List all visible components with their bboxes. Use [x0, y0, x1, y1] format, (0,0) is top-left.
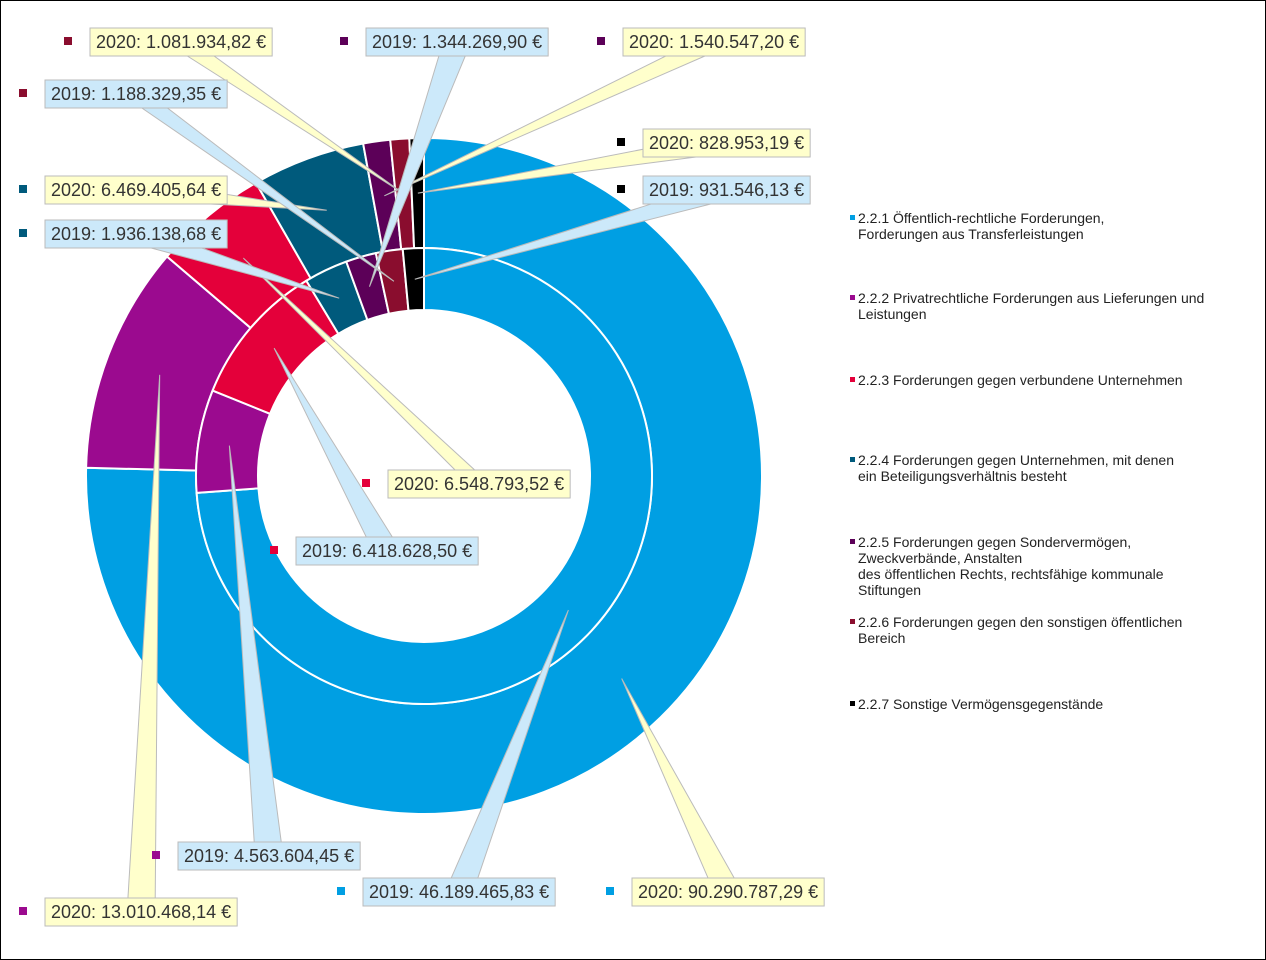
label-box — [44, 897, 238, 927]
label-box — [295, 536, 479, 566]
label-box — [642, 128, 811, 158]
label-marker — [270, 546, 278, 554]
slice — [401, 246, 425, 312]
data-label: 2019: 1.188.329,35 € — [51, 84, 221, 104]
label-marker — [19, 229, 27, 237]
label-marker — [617, 138, 625, 146]
label-box — [177, 841, 361, 871]
label-marker — [19, 89, 27, 97]
legend-label: 2.2.2 Privatrechtliche Forderungen aus L… — [858, 290, 1205, 322]
legend-label: 2.2.7 Sonstige Vermögensgegenstände — [858, 696, 1104, 712]
data-label: 2020: 6.469.405,64 € — [51, 180, 221, 200]
legend-swatch — [850, 619, 855, 624]
label-marker — [362, 479, 370, 487]
data-label: 2019: 1.344.269,90 € — [372, 32, 542, 52]
legend-swatch — [850, 539, 855, 544]
legend-swatch — [850, 295, 855, 300]
data-label: 2019: 4.563.604,45 € — [184, 846, 354, 866]
label-box — [387, 469, 571, 499]
label-box — [44, 219, 228, 249]
data-label: 2019: 931.546,13 € — [649, 180, 804, 200]
label-marker — [340, 37, 348, 45]
legend-swatch — [850, 377, 855, 382]
legend-label: 2.2.3 Forderungen gegen verbundene Unter… — [858, 372, 1183, 388]
label-box — [362, 877, 556, 907]
label-marker — [337, 887, 345, 895]
label-box — [622, 27, 806, 57]
data-label: 2020: 1.081.934,82 € — [96, 32, 266, 52]
data-label: 2019: 46.189.465,83 € — [369, 882, 549, 902]
label-marker — [606, 887, 614, 895]
legend-label: 2.2.6 Forderungen gegen den sonstigen öf… — [858, 614, 1183, 646]
legend-swatch — [850, 215, 855, 220]
data-label: 2019: 6.418.628,50 € — [302, 541, 472, 561]
label-marker — [19, 185, 27, 193]
data-label: 2020: 828.953,19 € — [649, 133, 804, 153]
label-marker — [64, 37, 72, 45]
label-marker — [19, 907, 27, 915]
data-label: 2020: 13.010.468,14 € — [51, 902, 231, 922]
data-label: 2020: 1.540.547,20 € — [629, 32, 799, 52]
label-box — [44, 79, 228, 109]
label-box — [642, 175, 811, 205]
label-box — [44, 175, 228, 205]
label-box — [89, 27, 273, 57]
legend-swatch — [850, 457, 855, 462]
legend-swatch — [850, 701, 855, 706]
data-label: 2019: 1.936.138,68 € — [51, 224, 221, 244]
slice — [195, 246, 653, 705]
data-label: 2020: 90.290.787,29 € — [638, 882, 818, 902]
legend-label: 2.2.1 Öffentlich-rechtliche Forderungen,… — [858, 210, 1105, 242]
label-box — [365, 27, 549, 57]
data-label: 2020: 6.548.793,52 € — [394, 474, 564, 494]
legend-label: 2.2.5 Forderungen gegen Sondervermögen, … — [858, 534, 1164, 598]
legend-label: 2.2.4 Forderungen gegen Unternehmen, mit… — [858, 452, 1174, 484]
label-marker — [617, 185, 625, 193]
label-marker — [152, 851, 160, 859]
label-box — [631, 877, 825, 907]
label-marker — [597, 37, 605, 45]
